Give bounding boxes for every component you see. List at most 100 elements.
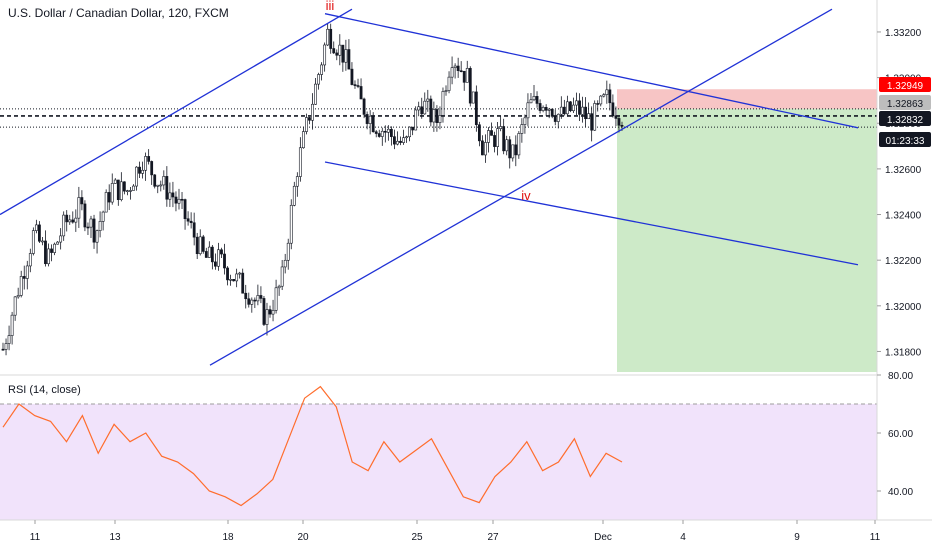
candle-body	[62, 214, 66, 237]
candle-body	[305, 117, 308, 132]
candle	[77, 186, 81, 228]
candle	[13, 296, 17, 321]
time-axis[interactable]: 11 13 18 20 25 27 Dec 4 9 11	[30, 520, 881, 543]
time-tick-label: 20	[297, 532, 309, 543]
candle	[156, 184, 160, 194]
candle-body	[617, 118, 621, 126]
candle	[247, 292, 251, 308]
candle	[408, 126, 411, 142]
candle-body	[444, 90, 448, 92]
candle-body	[13, 296, 17, 316]
candle	[432, 101, 436, 132]
candle-body	[383, 130, 387, 133]
candle	[119, 172, 123, 202]
candle-body	[468, 68, 472, 104]
channel-lines[interactable]	[0, 8, 859, 366]
price-badge-bg	[879, 95, 931, 110]
candle	[544, 104, 548, 116]
candle	[180, 192, 184, 210]
candle	[493, 131, 496, 153]
candle	[484, 134, 487, 163]
candles[interactable]	[1, 23, 624, 356]
candle-body	[538, 103, 542, 111]
candle-body	[323, 44, 327, 66]
candle-body	[295, 176, 299, 187]
candle	[596, 100, 600, 112]
candle	[7, 325, 11, 351]
candle	[274, 279, 278, 314]
candle	[47, 243, 50, 267]
candle-body	[110, 183, 114, 203]
candle	[280, 259, 284, 291]
candle	[456, 57, 460, 78]
channel-line	[324, 13, 859, 129]
candle-body	[186, 218, 190, 222]
candle	[508, 136, 512, 169]
candle	[499, 116, 503, 132]
time-tick-label: 4	[680, 532, 686, 543]
candle	[496, 121, 499, 156]
candle-body	[47, 248, 50, 265]
candle-body	[611, 102, 615, 117]
candle	[141, 161, 144, 179]
candle	[283, 253, 287, 274]
candle-body	[529, 99, 533, 104]
candle-body	[180, 198, 184, 201]
candle	[116, 179, 120, 206]
candle-body	[229, 279, 232, 281]
candle	[365, 111, 369, 130]
candle-body	[214, 261, 217, 267]
candle-body	[244, 292, 248, 300]
candle-body	[77, 197, 81, 219]
candle-body	[477, 124, 481, 142]
candle	[435, 105, 439, 132]
candle-body	[183, 199, 187, 220]
candle	[311, 93, 314, 130]
candle	[4, 338, 8, 356]
candle-body	[499, 126, 503, 129]
channel-line	[324, 161, 859, 266]
candle-body	[490, 130, 493, 136]
candle	[474, 85, 478, 132]
candle	[414, 106, 418, 131]
price-tick-label: 1.32600	[885, 165, 922, 176]
candle-body	[614, 115, 618, 119]
candle-body	[238, 272, 242, 275]
profit-target-zone	[617, 108, 877, 372]
candle-body	[417, 106, 421, 111]
candle	[220, 247, 223, 258]
candle-body	[71, 219, 75, 223]
candle-body	[590, 113, 594, 131]
candle-body	[126, 190, 129, 192]
candle-body	[523, 117, 527, 125]
candle-body	[572, 104, 575, 112]
candle-body	[559, 106, 563, 115]
candle	[481, 135, 484, 156]
candle	[89, 215, 93, 239]
candle-body	[274, 287, 278, 311]
candle-body	[259, 295, 263, 299]
candle-body	[556, 113, 560, 122]
candle	[532, 85, 536, 102]
rsi-axis[interactable]: 80.00 60.00 40.00	[877, 371, 913, 498]
candle	[326, 23, 330, 47]
candle-body	[535, 96, 539, 104]
candle	[389, 126, 393, 146]
wave-label-iv: iv	[521, 188, 531, 203]
time-tick-label: 11	[870, 532, 881, 543]
candle	[317, 72, 320, 90]
candle	[68, 214, 72, 225]
candle	[353, 80, 357, 89]
price-badge-label: 1.32832	[887, 115, 924, 126]
candle-body	[484, 142, 487, 156]
price-badge: 1.32863	[879, 95, 931, 110]
candle-body	[171, 192, 175, 198]
candle-body	[10, 314, 14, 336]
candle-body	[314, 83, 317, 105]
candle-body	[405, 136, 408, 139]
candle	[71, 211, 75, 224]
candle	[438, 106, 442, 130]
candle-body	[341, 44, 345, 63]
